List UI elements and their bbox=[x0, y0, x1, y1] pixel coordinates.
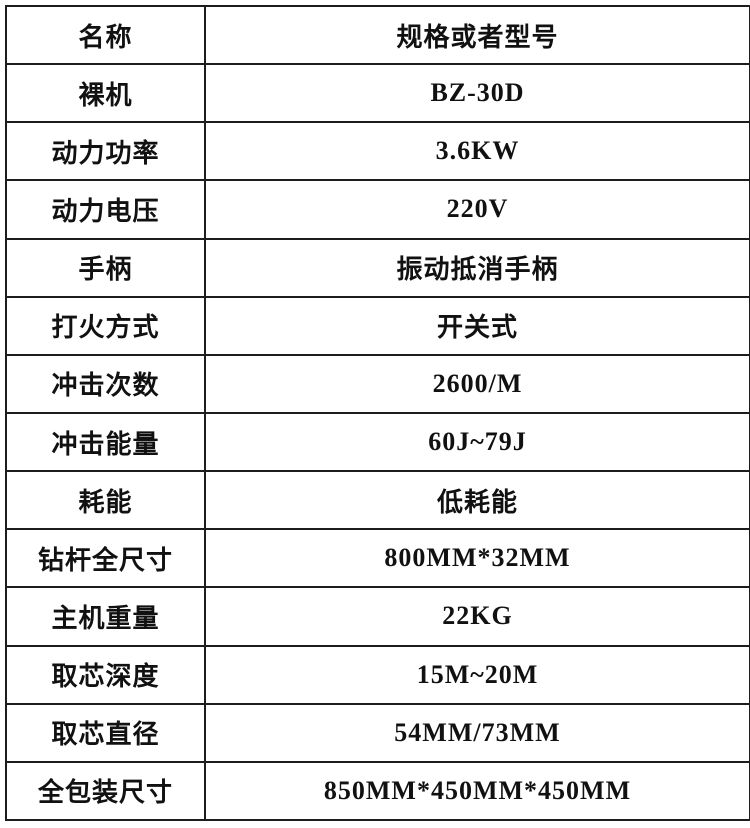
spec-label-cell: 全包装尺寸 bbox=[5, 760, 206, 822]
spec-label-cell: 动力电压 bbox=[5, 179, 206, 240]
table-row: 耗能 低耗能 bbox=[5, 470, 750, 531]
table-row: 取芯深度 15M~20M bbox=[5, 644, 750, 705]
spec-label-cell: 取芯直径 bbox=[5, 702, 206, 763]
spec-label-cell: 耗能 bbox=[5, 470, 206, 531]
spec-value-cell: 54MM/73MM bbox=[204, 702, 750, 763]
spec-label-cell: 打火方式 bbox=[5, 295, 206, 356]
table-row: 全包装尺寸 850MM*450MM*450MM bbox=[5, 760, 750, 822]
spec-value-cell: 规格或者型号 bbox=[204, 4, 750, 66]
table-row: 手柄 振动抵消手柄 bbox=[5, 237, 750, 298]
spec-value-cell: 60J~79J bbox=[204, 411, 750, 473]
spec-label-cell: 动力功率 bbox=[5, 121, 206, 182]
spec-label-cell: 取芯深度 bbox=[5, 644, 206, 705]
spec-value-cell: 22KG bbox=[204, 586, 750, 647]
table-row: 裸机 BZ-30D bbox=[5, 63, 750, 124]
table-row: 取芯直径 54MM/73MM bbox=[5, 702, 750, 763]
spec-label-cell: 冲击能量 bbox=[5, 411, 206, 473]
table-row: 冲击次数 2600/M bbox=[5, 353, 750, 414]
spec-table: 名称 规格或者型号 裸机 BZ-30D 动力功率 3.6KW 动力电压 220V… bbox=[5, 4, 750, 822]
table-row: 冲击能量 60J~79J bbox=[5, 411, 750, 473]
spec-label-cell: 名称 bbox=[5, 4, 206, 66]
spec-label-cell: 钻杆全尺寸 bbox=[5, 528, 206, 589]
spec-value-cell: 15M~20M bbox=[204, 644, 750, 705]
spec-label-cell: 主机重量 bbox=[5, 586, 206, 647]
spec-value-cell: 220V bbox=[204, 179, 750, 240]
spec-value-cell: 850MM*450MM*450MM bbox=[204, 760, 750, 822]
table-row: 主机重量 22KG bbox=[5, 586, 750, 647]
spec-label-cell: 裸机 bbox=[5, 63, 206, 124]
table-row: 动力功率 3.6KW bbox=[5, 121, 750, 182]
spec-value-cell: 2600/M bbox=[204, 353, 750, 414]
spec-value-cell: BZ-30D bbox=[204, 63, 750, 124]
spec-value-cell: 开关式 bbox=[204, 295, 750, 356]
spec-value-cell: 800MM*32MM bbox=[204, 528, 750, 589]
table-row: 动力电压 220V bbox=[5, 179, 750, 240]
spec-table-body: 名称 规格或者型号 裸机 BZ-30D 动力功率 3.6KW 动力电压 220V… bbox=[5, 4, 750, 822]
table-row: 钻杆全尺寸 800MM*32MM bbox=[5, 528, 750, 589]
spec-value-cell: 低耗能 bbox=[204, 470, 750, 531]
spec-value-cell: 振动抵消手柄 bbox=[204, 237, 750, 298]
table-row-header: 名称 规格或者型号 bbox=[5, 4, 750, 66]
spec-label-cell: 冲击次数 bbox=[5, 353, 206, 414]
spec-value-cell: 3.6KW bbox=[204, 121, 750, 182]
spec-label-cell: 手柄 bbox=[5, 237, 206, 298]
table-row: 打火方式 开关式 bbox=[5, 295, 750, 356]
